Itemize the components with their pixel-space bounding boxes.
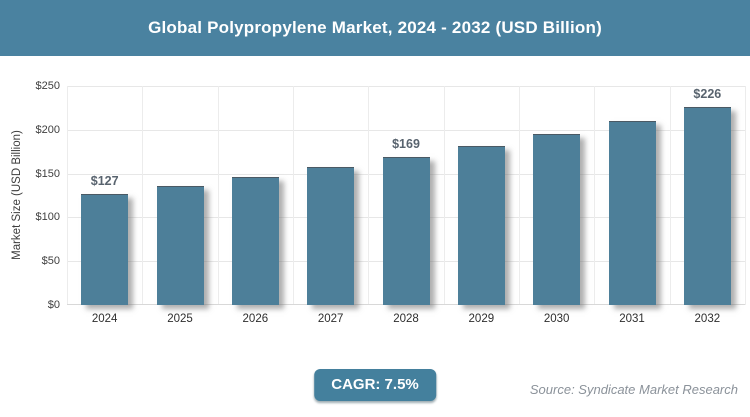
gridline-vertical	[444, 86, 445, 305]
gridline-vertical	[218, 86, 219, 305]
y-tick-label: $200	[35, 123, 60, 136]
x-tick-label: 2032	[694, 313, 721, 325]
title-banner: Global Polypropylene Market, 2024 - 2032…	[0, 0, 750, 56]
bar-2028	[382, 156, 430, 305]
gridline-horizontal	[67, 86, 745, 87]
bar-value-label: $169	[392, 136, 420, 151]
x-tick-label: 2029	[468, 313, 495, 325]
bar-2031	[608, 121, 656, 305]
gridline-horizontal	[67, 129, 745, 131]
gridline-vertical	[293, 86, 294, 305]
x-tick-label: 2028	[393, 313, 419, 325]
source-note: Source: Syndicate Market Research	[529, 382, 738, 397]
gridline-vertical	[142, 86, 143, 305]
gridline-vertical	[670, 86, 671, 305]
cagr-badge: CAGR: 7.5%	[314, 369, 436, 401]
bar-2029	[457, 145, 505, 305]
x-tick-label: 2030	[543, 313, 570, 325]
y-tick-label: $0	[47, 299, 60, 311]
x-tick-label: 2031	[619, 313, 645, 325]
gridline-vertical	[745, 86, 746, 305]
bar-2025	[156, 185, 204, 305]
x-tick-label: 2025	[167, 313, 193, 325]
bar-2024	[81, 193, 129, 305]
chart-title: Global Polypropylene Market, 2024 - 2032…	[148, 18, 602, 37]
y-tick-label: $50	[41, 255, 60, 268]
gridline-vertical	[67, 86, 68, 305]
x-tick-label: 2026	[242, 313, 269, 325]
y-tick-label: $150	[35, 167, 60, 180]
plot-area: $127 $169 $226	[67, 86, 746, 305]
bar-2032	[683, 107, 731, 305]
bar-value-label: $226	[693, 87, 722, 102]
bar-2026	[231, 177, 279, 305]
y-tick-label: $100	[35, 211, 60, 224]
x-tick-label: 2024	[91, 313, 118, 325]
bar-2030	[533, 134, 581, 305]
gridline-vertical	[519, 86, 520, 305]
x-tick-label: 2027	[317, 313, 344, 325]
gridline-vertical	[368, 86, 369, 305]
bar-value-label: $127	[90, 173, 119, 188]
y-tick-label: $250	[35, 80, 60, 92]
gridline-vertical	[594, 86, 595, 305]
bar-2027	[307, 167, 355, 305]
